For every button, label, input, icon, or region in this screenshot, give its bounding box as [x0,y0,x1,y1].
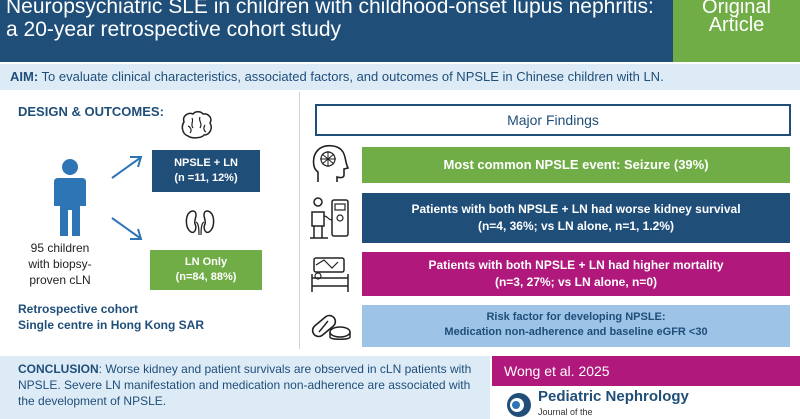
citation: Wong et al. 2025 [492,356,800,386]
major-findings-title: Major Findings [315,104,791,136]
hospital-bed-icon [311,257,349,292]
journal-subtitle: Journal of the [538,407,593,417]
badge-line-1: Original [702,0,771,18]
child-icon [54,159,86,236]
head-seizure-icon [312,144,350,182]
article-type-badge: Original Article [673,0,800,62]
conclusion-box: CONCLUSION: Worse kidney and patient sur… [0,356,490,419]
ln-only-group-box: LN Only (n=84, 88%) [150,250,262,290]
badge-line-2: Article [708,14,765,36]
design-panel: DESIGN & OUTCOMES: NPSLE + LN (n =11, 12… [0,92,300,349]
finding-mortality: Patients with both NPSLE + LN had higher… [362,252,790,296]
title-line-1: Neuropsychiatric SLE in children with ch… [6,0,654,18]
finding-risk-factor: Risk factor for developing NPSLE: Medica… [362,305,790,347]
arrow-down-right-icon [111,217,143,240]
medication-icon [311,314,351,340]
npsle-group-box: NPSLE + LN (n =11, 12%) [152,150,260,192]
ln-group-stats: (n=84, 88%) [175,271,237,283]
aim-text: To evaluate clinical characteristics, as… [38,69,664,84]
design-title: DESIGN & OUTCOMES: [18,104,164,119]
aim-bar: AIM: To evaluate clinical characteristic… [0,64,800,90]
kidney-icon [185,210,215,236]
arrow-up-right-icon [111,156,143,179]
brain-icon [181,111,212,139]
finding-seizure: Most common NPSLE event: Seizure (39%) [362,147,790,183]
conclusion-text: : Worse kidney and patient survivals are… [18,362,472,408]
journal-name: Pediatric Nephrology [538,388,689,405]
aim-label: AIM: [10,69,39,84]
header-banner: Neuropsychiatric SLE in children with ch… [0,0,673,62]
finding-kidney-survival: Patients with both NPSLE + LN had worse … [362,193,790,243]
journal-branding: Pediatric Nephrology Journal of the [492,386,800,419]
ln-group-label: LN Only [184,256,228,268]
title-line-2: a 20-year retrospective cohort study [6,18,341,41]
conclusion-label: CONCLUSION [18,362,99,376]
npsle-group-label: NPSLE + LN [174,157,238,169]
study-design-text: Retrospective cohort Single centre in Ho… [18,302,205,332]
npsle-group-stats: (n =11, 12%) [174,172,238,184]
journal-logo-icon [507,393,531,417]
cohort-description: 95 children with biopsy- proven cLN [28,241,92,287]
dialysis-icon [310,197,349,239]
